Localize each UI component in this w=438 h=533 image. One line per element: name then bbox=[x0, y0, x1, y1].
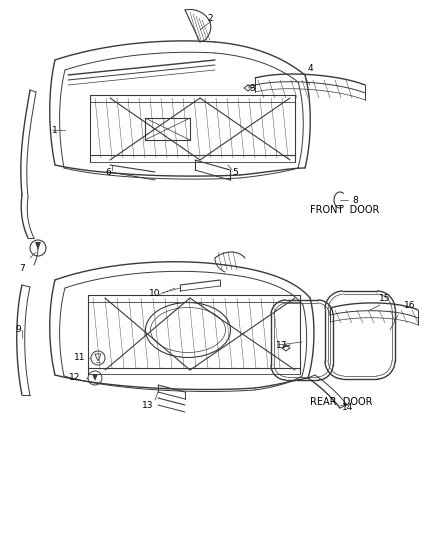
Text: 15: 15 bbox=[378, 294, 390, 303]
Text: 17: 17 bbox=[276, 341, 287, 350]
Text: 3: 3 bbox=[248, 84, 254, 93]
Text: 6: 6 bbox=[105, 167, 111, 176]
Text: 8: 8 bbox=[351, 196, 357, 205]
Text: REAR  DOOR: REAR DOOR bbox=[309, 397, 372, 407]
Polygon shape bbox=[35, 242, 41, 250]
Text: 1: 1 bbox=[52, 125, 58, 134]
Text: 10: 10 bbox=[149, 288, 160, 297]
Text: 5: 5 bbox=[232, 167, 237, 176]
Text: FRONT  DOOR: FRONT DOOR bbox=[309, 205, 378, 215]
Text: 4: 4 bbox=[307, 63, 312, 72]
Text: 14: 14 bbox=[342, 403, 353, 413]
Text: 2: 2 bbox=[207, 13, 212, 22]
Text: 7: 7 bbox=[19, 263, 25, 272]
Text: 11: 11 bbox=[74, 353, 85, 362]
Text: 16: 16 bbox=[403, 301, 415, 310]
Polygon shape bbox=[92, 374, 98, 381]
Text: 9: 9 bbox=[15, 326, 21, 335]
Text: 13: 13 bbox=[142, 400, 153, 409]
Text: 12: 12 bbox=[69, 374, 81, 383]
